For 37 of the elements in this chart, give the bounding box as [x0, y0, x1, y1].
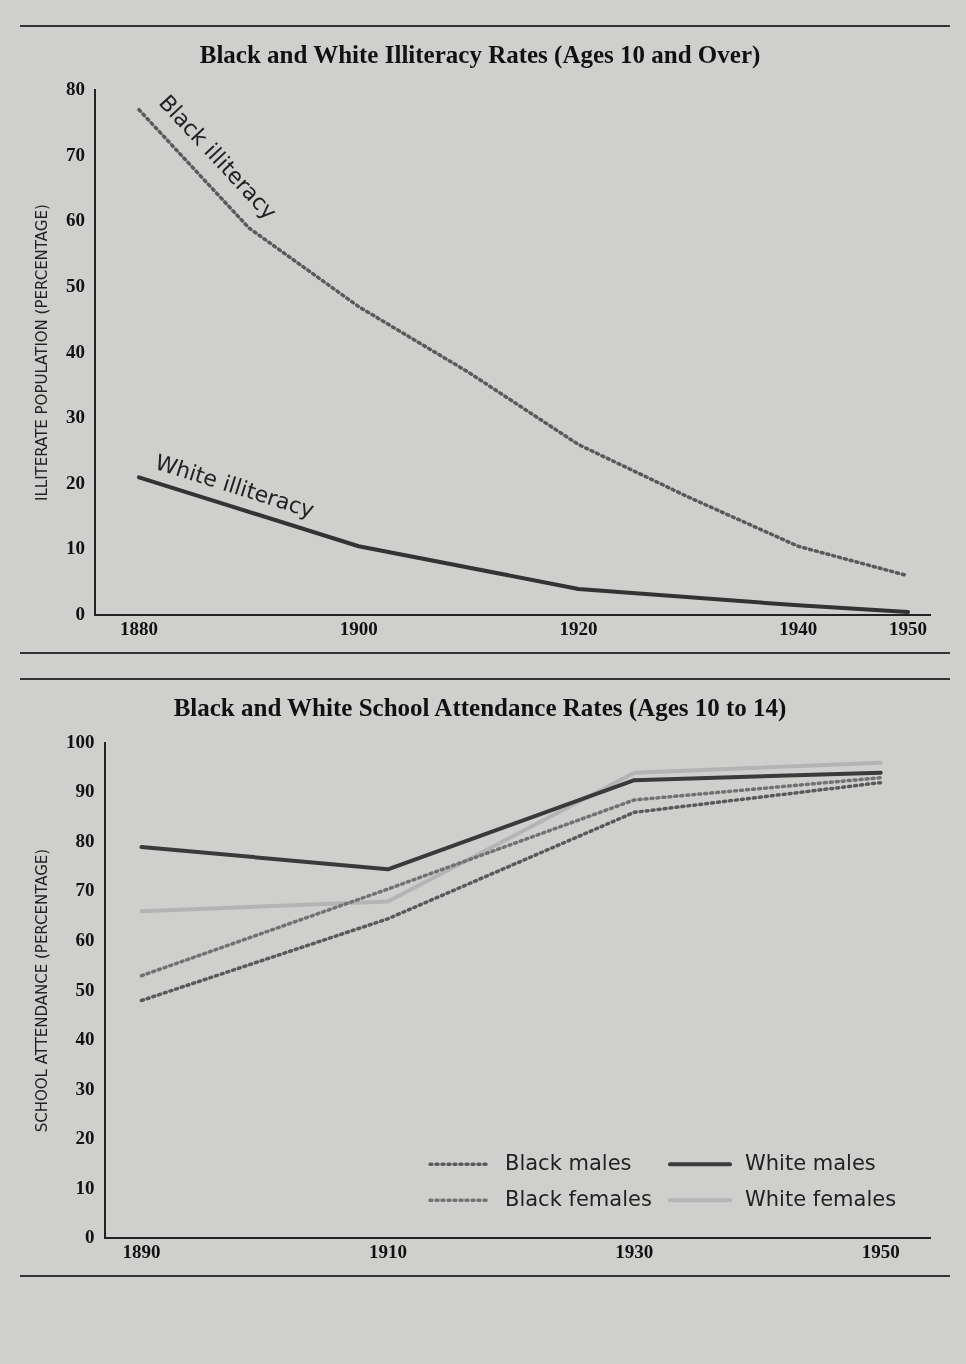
y-tick-label: 80	[75, 829, 95, 851]
y-tick-label: 70	[75, 879, 95, 901]
y-tick-label: 100	[66, 730, 95, 752]
chart-title: Black and White Illiteracy Rates (Ages 10 and Over)	[199, 41, 761, 70]
y-tick-label: 40	[75, 1028, 95, 1050]
y-tick-label: 40	[66, 340, 85, 362]
y-tick-label: 0	[75, 603, 85, 625]
y-axis-title: SCHOOL ATTENDANCE (PERCENTAGE)	[32, 848, 51, 1133]
y-tick-label: 70	[66, 143, 85, 165]
x-tick-label: 1910	[368, 1240, 407, 1262]
y-tick-label: 90	[75, 780, 95, 802]
legend-label: Black females	[505, 1186, 652, 1211]
x-tick-label: 1880	[119, 617, 158, 639]
x-tick-label: 1930	[615, 1240, 654, 1262]
y-tick-label: 30	[75, 1077, 95, 1099]
x-tick-label: 1940	[779, 617, 818, 639]
legend-label: White females	[745, 1186, 897, 1211]
y-tick-label: 60	[75, 928, 95, 950]
y-tick-label: 60	[66, 209, 85, 231]
y-tick-label: 0	[85, 1226, 95, 1248]
y-tick-label: 50	[66, 274, 85, 296]
x-tick-label: 1900	[339, 617, 378, 639]
y-tick-label: 20	[66, 471, 85, 493]
x-tick-label: 1890	[122, 1240, 161, 1262]
y-tick-label: 10	[75, 1176, 95, 1198]
chart-title: Black and White School Attendance Rates (Ages 10 to 14)	[173, 694, 787, 723]
x-tick-label: 1920	[559, 617, 598, 639]
y-tick-label: 50	[75, 978, 95, 1000]
x-tick-label: 1950	[889, 617, 928, 639]
y-tick-label: 20	[75, 1127, 95, 1149]
y-tick-label: 10	[66, 537, 85, 559]
x-tick-label: 1950	[861, 1240, 900, 1262]
y-tick-label: 80	[66, 77, 85, 99]
legend-label: White males	[745, 1150, 876, 1175]
y-axis-title: ILLITERATE POPULATION (PERCENTAGE)	[32, 204, 51, 501]
y-tick-label: 30	[66, 406, 85, 428]
legend-label: Black males	[505, 1150, 632, 1175]
